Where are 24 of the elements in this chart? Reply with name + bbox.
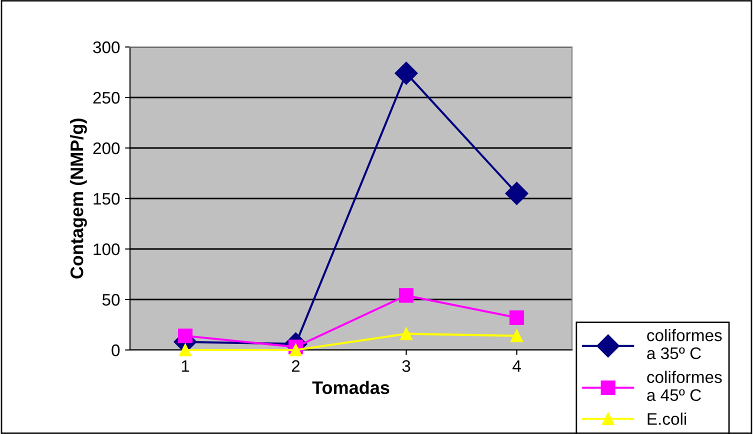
- legend-label: E.coli: [648, 412, 686, 425]
- point: [398, 288, 414, 303]
- y-tick-label: 0: [112, 344, 120, 356]
- point: [400, 328, 412, 340]
- y-tick-label: 50: [102, 294, 120, 306]
- point: [510, 330, 523, 342]
- legend-label: coliformes a 45º C: [647, 370, 722, 402]
- x-tick-label: 3: [402, 360, 410, 372]
- y-tick-label: 250: [93, 92, 120, 104]
- y-tick-label: 100: [94, 243, 120, 256]
- x-tick-label: 1: [182, 360, 190, 372]
- y-tick-label: 150: [94, 192, 120, 205]
- y-tick-label: 200: [93, 142, 120, 154]
- point: [394, 62, 418, 85]
- point: [509, 310, 524, 325]
- point: [178, 328, 193, 344]
- x-axis-title: Tomadas: [312, 380, 390, 394]
- x-tick-label: 2: [292, 360, 300, 372]
- legend-label: coliformes a 35º C: [647, 328, 722, 360]
- x-tick-label: 4: [512, 360, 521, 372]
- y-axis-title: Contagem (NMP/g): [70, 118, 87, 278]
- y-tick-label: 300: [93, 41, 120, 54]
- point: [290, 344, 302, 356]
- point: [505, 182, 528, 205]
